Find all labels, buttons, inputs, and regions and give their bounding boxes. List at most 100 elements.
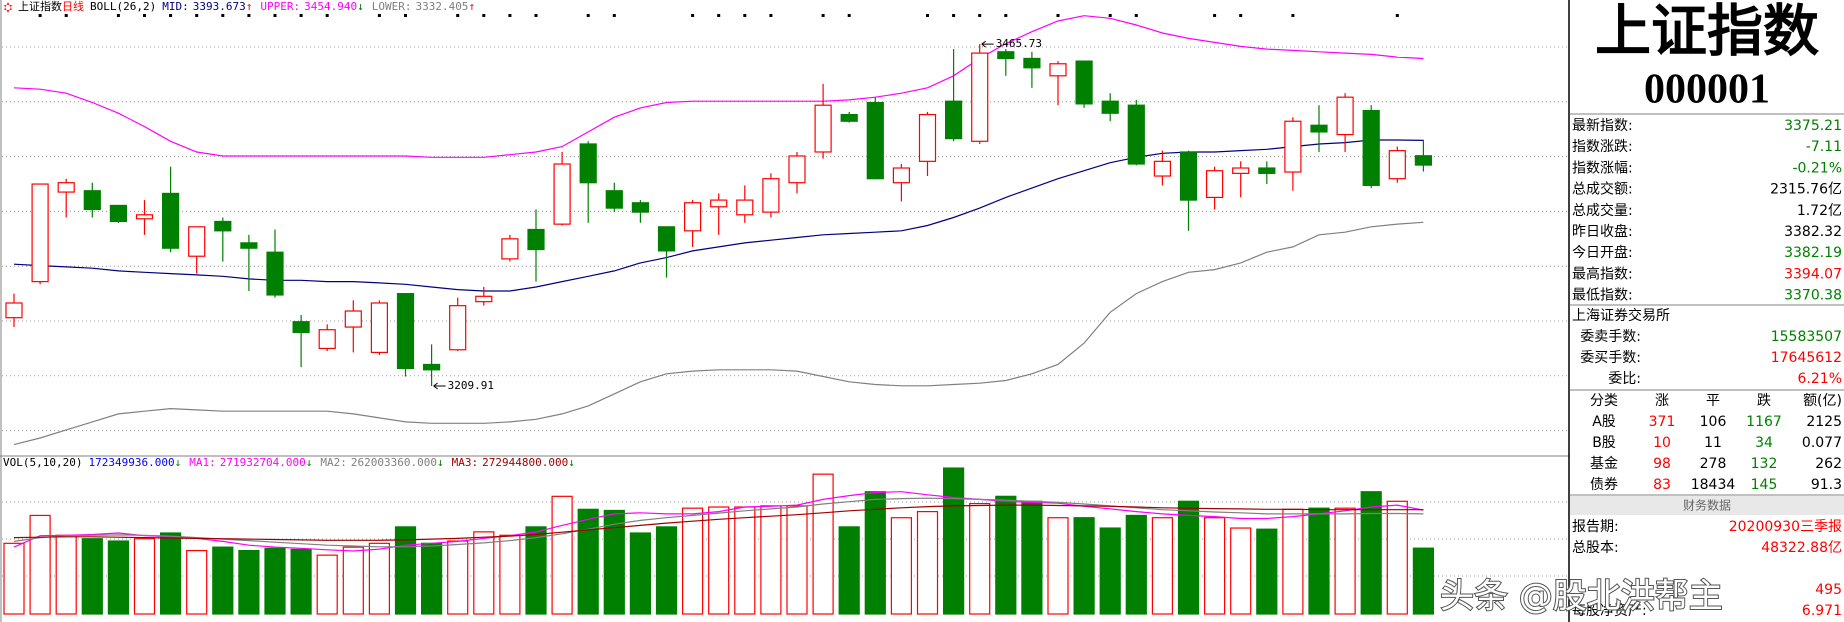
index-code: 000001 <box>1644 67 1770 113</box>
volume-bar <box>421 542 443 615</box>
candle-body <box>292 321 310 333</box>
event-marker <box>847 14 851 17</box>
table-header: 平 <box>1706 393 1720 409</box>
event-marker <box>717 14 721 17</box>
event-marker <box>534 14 538 17</box>
legend-trend: ↓ <box>175 456 182 469</box>
event-marker <box>1291 14 1295 17</box>
finance-value: 20200930三季报 <box>1729 519 1842 535</box>
legend-name: LOWER: <box>372 0 412 13</box>
event-marker <box>1395 14 1399 17</box>
candle-body <box>1049 63 1067 77</box>
volume-bar <box>107 540 130 615</box>
event-marker <box>404 14 407 17</box>
candle-body <box>527 228 545 251</box>
candle-body <box>1284 120 1302 173</box>
event-marker <box>769 14 773 17</box>
volume-bar <box>890 517 913 615</box>
candle-body <box>188 226 206 257</box>
quote-value: 3375.21 <box>1784 118 1842 134</box>
order-value: 17645612 <box>1771 350 1842 366</box>
table-cell: 2125 <box>1806 414 1842 430</box>
watermark: 头条 @股北洪帮主 <box>1440 577 1723 617</box>
candle-body <box>266 251 284 296</box>
candle-body <box>109 204 128 223</box>
index-name: 上证指数 <box>1595 0 1819 65</box>
volume-bar <box>133 538 156 615</box>
candle-body <box>1179 151 1198 201</box>
candle-body <box>683 202 702 232</box>
candle-body <box>501 238 519 260</box>
event-marker <box>247 14 251 17</box>
volume-ma-line <box>13 504 1424 541</box>
quote-value: -0.21% <box>1792 160 1842 176</box>
volume-bar <box>264 547 286 615</box>
event-marker <box>221 14 225 17</box>
volume-bar <box>786 505 808 615</box>
legend-trend: ↑ <box>468 0 475 13</box>
volume-bar <box>1151 517 1174 615</box>
candle-body <box>1205 170 1224 199</box>
finance-label: 每股净资产: <box>1572 603 1647 619</box>
candle-body <box>162 192 180 249</box>
volume-bar <box>681 507 704 615</box>
event-marker <box>1004 14 1008 17</box>
legend-readout: 172349936.000 <box>88 456 174 469</box>
order-label: 委比: <box>1608 371 1641 387</box>
volume-bar <box>55 534 77 615</box>
table-cell: 132 <box>1751 456 1778 472</box>
volume-bar <box>1308 507 1330 615</box>
volume-bar <box>734 506 756 615</box>
candle-body <box>918 113 937 162</box>
quote-value: 3394.07 <box>1784 266 1842 282</box>
volume-bar <box>942 467 965 615</box>
legend-readout: 262003360.000 <box>351 456 437 469</box>
quote-value: 3382.19 <box>1784 245 1842 261</box>
candle-body <box>240 242 258 249</box>
event-marker <box>1056 14 1060 17</box>
legend-readout: 3454.940 <box>304 0 357 13</box>
order-value: 15583507 <box>1771 329 1842 345</box>
finance-title: 财务数据 <box>1683 498 1731 513</box>
volume-bar <box>603 509 625 615</box>
volume-bar <box>1386 500 1408 615</box>
event-marker <box>325 14 329 17</box>
legend-trend: ↓ <box>357 0 364 13</box>
volume-ma-line <box>13 497 1424 548</box>
finance-label: 总股本: <box>1572 540 1619 556</box>
table-cell: 债券 <box>1590 477 1618 493</box>
table-cell: 371 <box>1649 414 1676 430</box>
volume-bar <box>525 526 547 615</box>
table-cell: B股 <box>1592 435 1616 451</box>
finance-header-bg <box>1570 496 1844 515</box>
quote-label: 最高指数: <box>1572 265 1633 282</box>
event-marker <box>926 14 929 17</box>
event-marker <box>1108 14 1112 17</box>
quote-label: 总成交量: <box>1572 202 1633 219</box>
exchange-name: 上海证券交易所 <box>1572 307 1670 324</box>
event-marker <box>586 14 590 17</box>
volume-bar <box>238 549 260 615</box>
legend-name: MID: <box>162 0 189 13</box>
candle-body <box>344 310 362 328</box>
candle-body <box>736 199 754 216</box>
candle-body <box>710 199 728 208</box>
table-cell: 91.3 <box>1811 477 1842 493</box>
extreme-arrow <box>981 40 994 48</box>
volume-bar <box>1412 547 1435 615</box>
boll-line <box>13 15 1424 158</box>
volume-bar <box>473 531 495 615</box>
volume-bar <box>447 540 469 615</box>
volume-bar <box>394 526 417 615</box>
candle-body <box>1127 104 1145 165</box>
volume-bar <box>1099 527 1121 615</box>
event-marker <box>195 14 199 17</box>
table-cell: 262 <box>1815 456 1842 472</box>
candle-body <box>553 163 571 225</box>
period: 日线 <box>62 0 84 13</box>
legend-trend: ↑ <box>246 0 253 13</box>
volume-bar <box>655 526 678 615</box>
legend-trend: ↓ <box>568 456 575 469</box>
finance-value: 495 <box>1815 582 1842 598</box>
candle-body <box>1388 150 1406 180</box>
